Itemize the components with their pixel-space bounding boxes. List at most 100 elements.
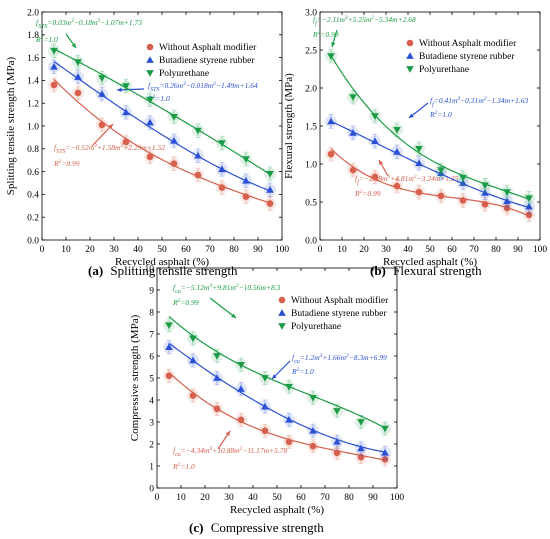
panel-c-legend-marker (278, 323, 286, 330)
panel-b-data-point (371, 173, 379, 181)
panel-b-y-tick-label: 1.0 (305, 160, 317, 170)
panel-b-r-squared: R2=0.99 (354, 189, 381, 198)
panel-c-data-point (309, 427, 317, 434)
panel-a-legend-marker (146, 56, 154, 63)
panel-b-data-point (371, 137, 379, 145)
panel-b-data-point (349, 94, 357, 101)
panel-c-data-point (189, 356, 197, 364)
panel-b-legend-marker (406, 39, 414, 47)
panel-b-x-tick-label: 90 (513, 245, 523, 255)
panel-c-data-point (237, 416, 245, 424)
panel-a-data-point (50, 47, 58, 55)
panel-c-fit-line (168, 372, 386, 461)
panel-a-equation: fSTS=0.26m3−0.018m2−1.49m+1.64 (148, 81, 258, 93)
panel-a-data-point (98, 121, 106, 129)
panel-c-r-squared: R2=1.0 (291, 367, 314, 376)
panel-a-x-tick-label: 10 (61, 245, 71, 255)
panel-a-legend: Without Asphalt modifier Butadiene styren… (146, 42, 257, 79)
panel-b-data-point (327, 53, 335, 60)
panel-c-x-tick-label: 10 (176, 493, 186, 503)
panel-b-legend-label: Polyurethane (419, 65, 469, 75)
panel-a-data-point (242, 176, 250, 184)
panel-b-arrow-head (409, 113, 414, 118)
panel-a-data-point (74, 89, 82, 97)
panel-b-data-point (525, 211, 533, 219)
panel-a-y-tick-label: 0.2 (27, 214, 39, 224)
panel-c-y-tick-label: 5 (149, 374, 154, 384)
panel-a-r-squared: R2=0.99 (53, 159, 80, 168)
panel-c-data-point (333, 408, 341, 415)
panel-c-legend-label: Butadiene styrene rubber (291, 309, 387, 319)
panel-a-legend-marker (146, 70, 154, 77)
panel-a-legend-label: Without Asphalt modifier (159, 42, 257, 53)
panel-b-legend: Without Asphalt modifier Butadiene styren… (406, 38, 517, 75)
panel-b-x-tick-label: 40 (403, 245, 413, 255)
caption-c-text: Compressive strength (211, 520, 325, 535)
caption-b-letter: (b) (370, 263, 386, 278)
panel-c-data-point (285, 438, 293, 446)
caption-a-letter: (a) (88, 263, 103, 278)
panel-a-x-tick-label: 30 (109, 245, 119, 255)
panel-b-series-2: ff=−2.11m3+5.25m2−5.34m+2.68 R2=0.99 (312, 15, 535, 206)
panel-a-data-point (98, 90, 106, 97)
panel-a-y-tick-label: 0.4 (27, 191, 39, 201)
panel-a-fit-line (53, 78, 271, 204)
panel-c-x-tick-label: 20 (200, 493, 210, 503)
panel-c-legend-label: Polyurethane (291, 322, 341, 332)
panel-b-y-tick-label: 0.0 (305, 236, 317, 246)
panel-b-data-point (327, 117, 335, 125)
panel-c-arrow-head (225, 431, 230, 436)
panel-a-legend-marker (146, 43, 154, 51)
panel-c-data-point (381, 449, 389, 456)
panel-c-data-point (261, 375, 269, 382)
panel-a-data-point (50, 62, 58, 70)
panel-a-data-point (74, 59, 82, 66)
panel-a-y-tick-label: 1.6 (27, 54, 39, 64)
panel-a-x-tick-label: 50 (157, 245, 167, 255)
panel-c-y-tick-label: 3 (149, 418, 154, 428)
panel-b-data-point (349, 166, 357, 174)
panel-a-data-point (218, 184, 226, 191)
panel-a-y-tick-label: 0.0 (27, 236, 39, 246)
panel-b-data-point (525, 195, 533, 202)
panel-a-y-tick-label: 2.0 (27, 8, 39, 18)
panel-a-series-1: fSTS=0.26m3−0.018m2−1.49m+1.64R2=1.0 (48, 59, 276, 198)
panel-c-data-point (381, 456, 389, 463)
panel-a-data-point (266, 186, 274, 193)
panel-c-data-point (381, 425, 389, 433)
panel-c-x-tick-label: 40 (248, 493, 258, 503)
panel-b-data-point (503, 189, 511, 196)
panel-b-chart: 0 10 20 30 40 50 60 70 80 90 100 0.0 0.5 1.0 1.5 2.0 2.5… (283, 8, 547, 268)
panel-c-fit-line (168, 342, 386, 453)
panel-c-x-axis-label: Recycled asphalt (%) (230, 504, 324, 516)
panel-a-x-tick-label: 60 (181, 245, 191, 255)
panel-c-y-tick-label: 2 (149, 440, 154, 450)
caption-c: (c) Compressive strength (189, 520, 324, 535)
panel-a-arrow-head (71, 43, 76, 48)
panel-c-x-tick-label: 80 (344, 493, 354, 503)
panel-c-y-tick-label: 4 (149, 396, 154, 406)
panel-b-data-point (503, 204, 511, 212)
panel-a-y-tick-label: 1.4 (27, 77, 39, 87)
panel-a-data-point (74, 73, 82, 80)
panel-c-data-point (285, 416, 293, 423)
panel-a-data-point (194, 171, 202, 179)
panel-a-series-2: fSTS=0.03m3−0.18m2−1.07m+1.73 R2=1.0 (35, 18, 276, 182)
panel-b-series-1: ff=0.41m3−0.31m2−1.34m+1.63 R2=1.0 (325, 96, 535, 214)
panel-a-data-point (98, 75, 106, 82)
panel-a-x-tick-label: 90 (253, 245, 263, 255)
panel-c-data-point (261, 427, 269, 435)
panel-c-equation: fcu=−5.12m3+9.81m2−10.56m+8.3 (173, 283, 281, 295)
panel-c-y-tick-label: 10 (145, 264, 155, 274)
panel-c-series-1: fcu=1.2m3+1.66m2−8.3m+6.99 R2=1.0 (163, 340, 391, 460)
panel-c-data-point (213, 353, 221, 360)
panel-a-equation: fSTS=−0.52m3+1.58m2−2.29m+1.52 (54, 143, 165, 155)
panel-b-data-point (393, 126, 401, 134)
panel-c-data-point (357, 453, 365, 461)
panel-b-y-tick-label: 3.0 (305, 8, 317, 18)
panel-b-data-point (459, 174, 467, 182)
panel-a-data-point (266, 200, 274, 207)
panel-a-fit-line (53, 61, 271, 192)
panel-b-data-point (481, 200, 489, 208)
panel-c-x-tick-label: 0 (155, 493, 160, 503)
